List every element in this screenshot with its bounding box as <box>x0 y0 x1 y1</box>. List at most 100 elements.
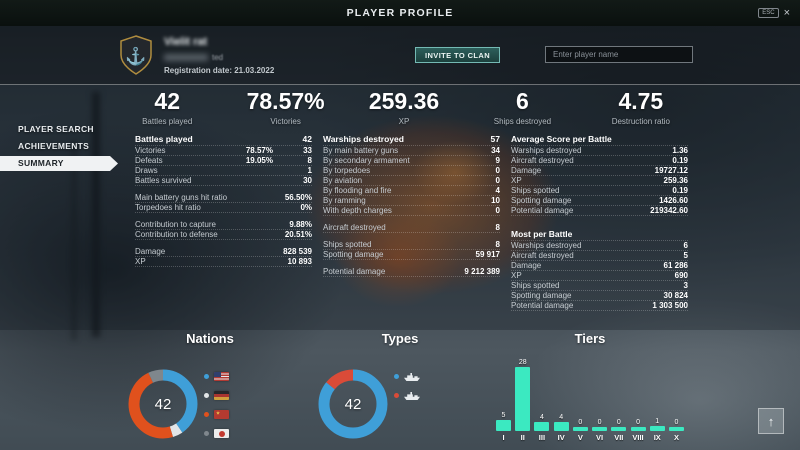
legend-item <box>204 367 229 386</box>
table-row: Aircraft destroyed 0.19 <box>511 156 688 166</box>
row-label: Torpedoes hit ratio <box>135 203 201 212</box>
bar-category-label: X <box>673 433 679 442</box>
row-value: 8 <box>495 240 500 249</box>
up-arrow-icon: ↑ <box>767 413 775 429</box>
usa-flag-icon <box>214 372 229 381</box>
summary-stat: 6 Ships destroyed <box>463 88 581 126</box>
table-spacer <box>135 213 312 220</box>
sidebar-nav: PLAYER SEARCH ACHIEVEMENTS SUMMARY <box>0 122 130 173</box>
row-label: Defeats <box>135 156 163 165</box>
row-label: By ramming <box>323 196 366 205</box>
legend-dot <box>204 431 209 436</box>
bar-rect <box>534 422 550 431</box>
row-value: 0 <box>495 166 500 175</box>
close-icon[interactable]: × <box>783 6 790 19</box>
table-title-value: 57 <box>490 134 500 144</box>
table-row: Aircraft destroyed 8 <box>323 223 500 233</box>
types-total: 42 <box>344 395 362 413</box>
row-label: By aviation <box>323 176 363 185</box>
row-value: 8 <box>307 156 312 165</box>
row-value: 0% <box>300 203 312 212</box>
sidebar-item-achievements[interactable]: ACHIEVEMENTS <box>18 141 90 151</box>
row-label: Main battery guns hit ratio <box>135 193 228 202</box>
tier-bar-VIII: 0 VIII <box>630 348 646 443</box>
table-row: Main battery guns hit ratio 56.50% <box>135 193 312 203</box>
esc-key-badge[interactable]: ESC <box>758 8 779 18</box>
row-label: By flooding and fire <box>323 186 392 195</box>
bar-rect <box>572 427 588 431</box>
table-header-row: Warships destroyed 57 <box>323 133 500 146</box>
sidebar-item-player-search[interactable]: PLAYER SEARCH <box>18 124 94 134</box>
table-row: XP 690 <box>511 271 688 281</box>
bar-value-label: 4 <box>559 414 564 421</box>
table-row: Victories 78.57% 33 <box>135 146 312 156</box>
row-label: Spotting damage <box>511 291 572 300</box>
row-value: 4 <box>495 186 500 195</box>
japan-flag-icon <box>214 429 229 438</box>
stat-value: 259.36 <box>368 88 440 114</box>
table-row: Ships spotted 8 <box>323 240 500 250</box>
bar-category-label: I <box>502 433 505 442</box>
table-header-row: Average Score per Battle <box>511 133 688 146</box>
row-value: 9 212 389 <box>464 267 500 276</box>
row-value: 0 <box>495 176 500 185</box>
row-label: Spotting damage <box>323 250 384 259</box>
sidebar-item-summary[interactable]: SUMMARY <box>0 156 118 171</box>
table-row: Spotting damage 59 917 <box>323 250 500 260</box>
stat-label: Destruction ratio <box>611 117 670 126</box>
table-row: Spotting damage 1426.60 <box>511 196 688 206</box>
bar-category-label: VIII <box>632 433 644 442</box>
tier-bar-IV: 4 IV <box>553 348 569 443</box>
player-header: ⚓ Vielit rat ted Registration date: 21.0… <box>0 26 800 85</box>
bar-value-label: 0 <box>616 419 621 426</box>
bar-value-label: 0 <box>578 419 583 426</box>
stat-label: Battles played <box>142 117 193 126</box>
row-value: 0.19 <box>672 156 688 165</box>
summary-stats-row: 42 Battles played 78.57% Victories 259.36 XP 6… <box>108 88 700 126</box>
nations-legend <box>204 367 229 443</box>
scroll-to-top-button[interactable]: ↑ <box>758 408 784 434</box>
table-spacer <box>323 233 500 240</box>
table-row: By flooding and fire 4 <box>323 186 500 196</box>
germany-flag-icon <box>214 391 229 400</box>
table-row: Ships spotted 0.19 <box>511 186 688 196</box>
bar-category-label: IV <box>557 433 565 442</box>
stat-label: Ships destroyed <box>493 117 552 126</box>
legend-dot <box>204 393 209 398</box>
row-label: XP <box>511 271 522 280</box>
row-value: 1426.60 <box>659 196 688 205</box>
row-value: 20.51% <box>284 230 312 239</box>
nations-total: 42 <box>154 395 172 413</box>
battles-table: Battles played 42 Victories 78.57% 33 Defeats… <box>135 133 312 311</box>
bar-rect <box>630 427 646 431</box>
player-search-input[interactable] <box>545 46 693 63</box>
row-value: 1 <box>307 166 312 175</box>
bar-value-label: 1 <box>655 418 660 425</box>
bar-category-label: IX <box>653 433 661 442</box>
table-spacer <box>135 240 312 247</box>
bar-value-label: 5 <box>501 412 506 419</box>
table-row: By aviation 0 <box>323 176 500 186</box>
bar-value-label: 0 <box>597 419 602 426</box>
table-row: By main battery guns 34 <box>323 146 500 156</box>
legend-item <box>204 424 229 443</box>
table-row: XP 10 893 <box>135 257 312 267</box>
invite-to-clan-button[interactable]: INVITE TO CLAN <box>415 47 501 63</box>
table-title: Battles played <box>135 134 193 144</box>
row-label: Victories <box>135 146 166 155</box>
types-donut-chart: 42 <box>316 367 390 441</box>
warships-destroyed-table: Warships destroyed 57 By main battery guns… <box>323 133 500 311</box>
row-label: Aircraft destroyed <box>511 156 574 165</box>
tier-bar-III: 4 III <box>534 348 550 443</box>
legend-dot <box>204 412 209 417</box>
bar-category-label: II <box>520 433 525 442</box>
table-row: XP 259.36 <box>511 176 688 186</box>
row-value: 34 <box>491 146 500 155</box>
row-value: 1.36 <box>672 146 688 155</box>
row-label: By main battery guns <box>323 146 399 155</box>
types-legend <box>394 367 420 405</box>
bar-value-label: 0 <box>636 419 640 426</box>
summary-stat: 4.75 Destruction ratio <box>582 88 700 126</box>
